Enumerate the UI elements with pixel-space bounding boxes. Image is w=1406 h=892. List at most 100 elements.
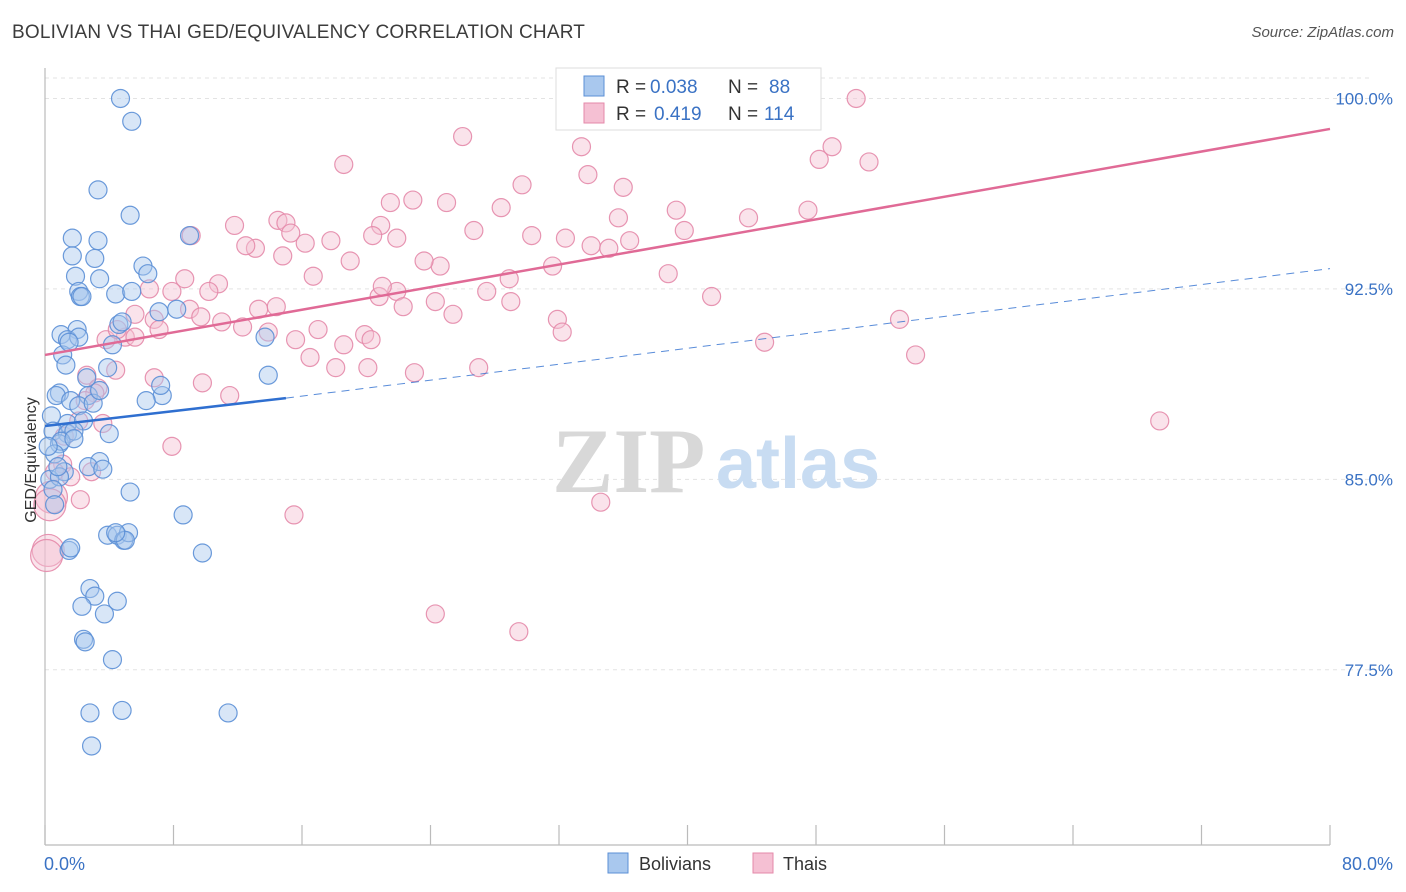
point-bolivians — [102, 650, 123, 670]
point-bolivians — [88, 180, 108, 200]
point-thais — [61, 467, 81, 487]
watermark-zip: ZIP — [552, 410, 705, 512]
point-thais — [236, 236, 256, 256]
point-bolivians — [45, 495, 65, 515]
legend-n-label-thais: N = — [728, 104, 758, 125]
point-bolivians — [78, 457, 98, 477]
point-bolivians — [218, 703, 238, 723]
point-thais — [905, 345, 926, 365]
point-thais — [491, 198, 511, 218]
trendline-thais — [44, 127, 1331, 357]
point-bolivians — [136, 391, 156, 411]
point-thais — [552, 322, 572, 342]
point-thais — [372, 276, 392, 296]
point-thais — [326, 358, 346, 378]
point-thais — [106, 360, 126, 380]
point-thais — [674, 220, 694, 241]
trend-layer — [44, 127, 1331, 428]
point-thais — [358, 358, 378, 378]
point-thais — [371, 215, 391, 236]
point-thais — [30, 538, 64, 573]
axes-layer: 77.5% 85.0% 92.5% 100.0% — [44, 68, 1393, 846]
point-thais — [220, 385, 240, 406]
point-bolivians — [69, 327, 89, 347]
point-thais — [578, 165, 598, 185]
point-bolivians — [173, 505, 193, 525]
point-bolivians — [99, 424, 119, 444]
point-bolivians — [149, 302, 169, 322]
point-bolivians — [88, 231, 108, 251]
point-bolivians — [138, 264, 158, 284]
point-thais — [512, 175, 532, 195]
point-bolivians — [56, 355, 76, 375]
point-bolivians — [109, 314, 129, 335]
point-thais — [380, 192, 400, 213]
point-thais — [175, 269, 195, 289]
point-thais — [414, 251, 434, 271]
point-bolivians — [46, 385, 66, 406]
point-bolivians — [85, 586, 105, 606]
point-thais — [436, 192, 457, 213]
point-thais — [620, 231, 640, 251]
legend-swatch-thais — [583, 102, 605, 124]
point-bolivians — [110, 88, 131, 109]
y-tick-label: 100.0% — [1335, 89, 1393, 108]
point-bolivians — [151, 375, 171, 396]
point-thais — [268, 210, 288, 230]
legend-n-label-bolivians: N = — [728, 77, 758, 98]
y-tick-label: 77.5% — [1345, 661, 1393, 680]
point-bolivians — [62, 228, 82, 248]
point-bolivians — [48, 457, 68, 477]
chart-source: Source: ZipAtlas.com — [1251, 24, 1394, 41]
point-bolivians — [90, 380, 110, 401]
point-bolivians — [115, 530, 135, 550]
point-thais — [1150, 411, 1170, 431]
point-thais — [162, 281, 182, 302]
point-bolivians — [93, 459, 113, 479]
point-thais — [809, 149, 829, 170]
point-thais — [334, 335, 354, 355]
top-legend: R = 0.038 N = 88 R = 0.419 N = 114 — [555, 67, 822, 131]
point-thais — [798, 200, 818, 220]
bottom-legend-swatch-bolivians — [607, 852, 629, 874]
point-bolivians — [72, 286, 92, 307]
watermark: ZIP atlas — [552, 410, 880, 512]
point-thais — [608, 208, 629, 228]
point-thais — [425, 292, 445, 312]
y-tick-label: 92.5% — [1345, 280, 1393, 299]
point-bolivians — [90, 269, 110, 289]
point-thais — [199, 281, 219, 302]
chart-title: BOLIVIAN VS THAI GED/EQUIVALENCY CORRELA… — [12, 22, 586, 43]
point-thais — [363, 225, 383, 246]
point-thais — [285, 330, 306, 350]
trendline-bolivians — [44, 396, 287, 428]
point-bolivians — [80, 703, 100, 723]
point-bolivians — [107, 591, 127, 611]
point-thais — [162, 436, 182, 456]
point-thais — [738, 208, 759, 228]
point-bolivians — [98, 358, 118, 378]
point-bolivians — [81, 736, 102, 756]
legend-n-value-thais: 114 — [764, 104, 795, 125]
point-thais — [192, 373, 213, 393]
point-thais — [464, 220, 484, 241]
point-bolivians — [45, 444, 65, 464]
point-thais — [591, 492, 611, 512]
point-thais — [75, 391, 95, 411]
point-bolivians — [65, 266, 86, 286]
watermark-atlas: atlas — [716, 424, 880, 504]
point-thais — [284, 505, 304, 525]
legend-n-value-bolivians: 88 — [769, 77, 790, 98]
point-thais — [613, 177, 633, 197]
point-thais — [555, 228, 576, 248]
legend-r-value-bolivians: 0.038 — [650, 77, 698, 98]
point-thais — [581, 236, 601, 256]
point-thais — [571, 137, 592, 157]
point-thais — [340, 251, 360, 271]
point-bolivians — [62, 246, 82, 266]
point-bolivians — [167, 299, 187, 319]
point-thais — [281, 223, 301, 243]
point-thais — [509, 622, 529, 642]
point-thais — [70, 490, 90, 510]
